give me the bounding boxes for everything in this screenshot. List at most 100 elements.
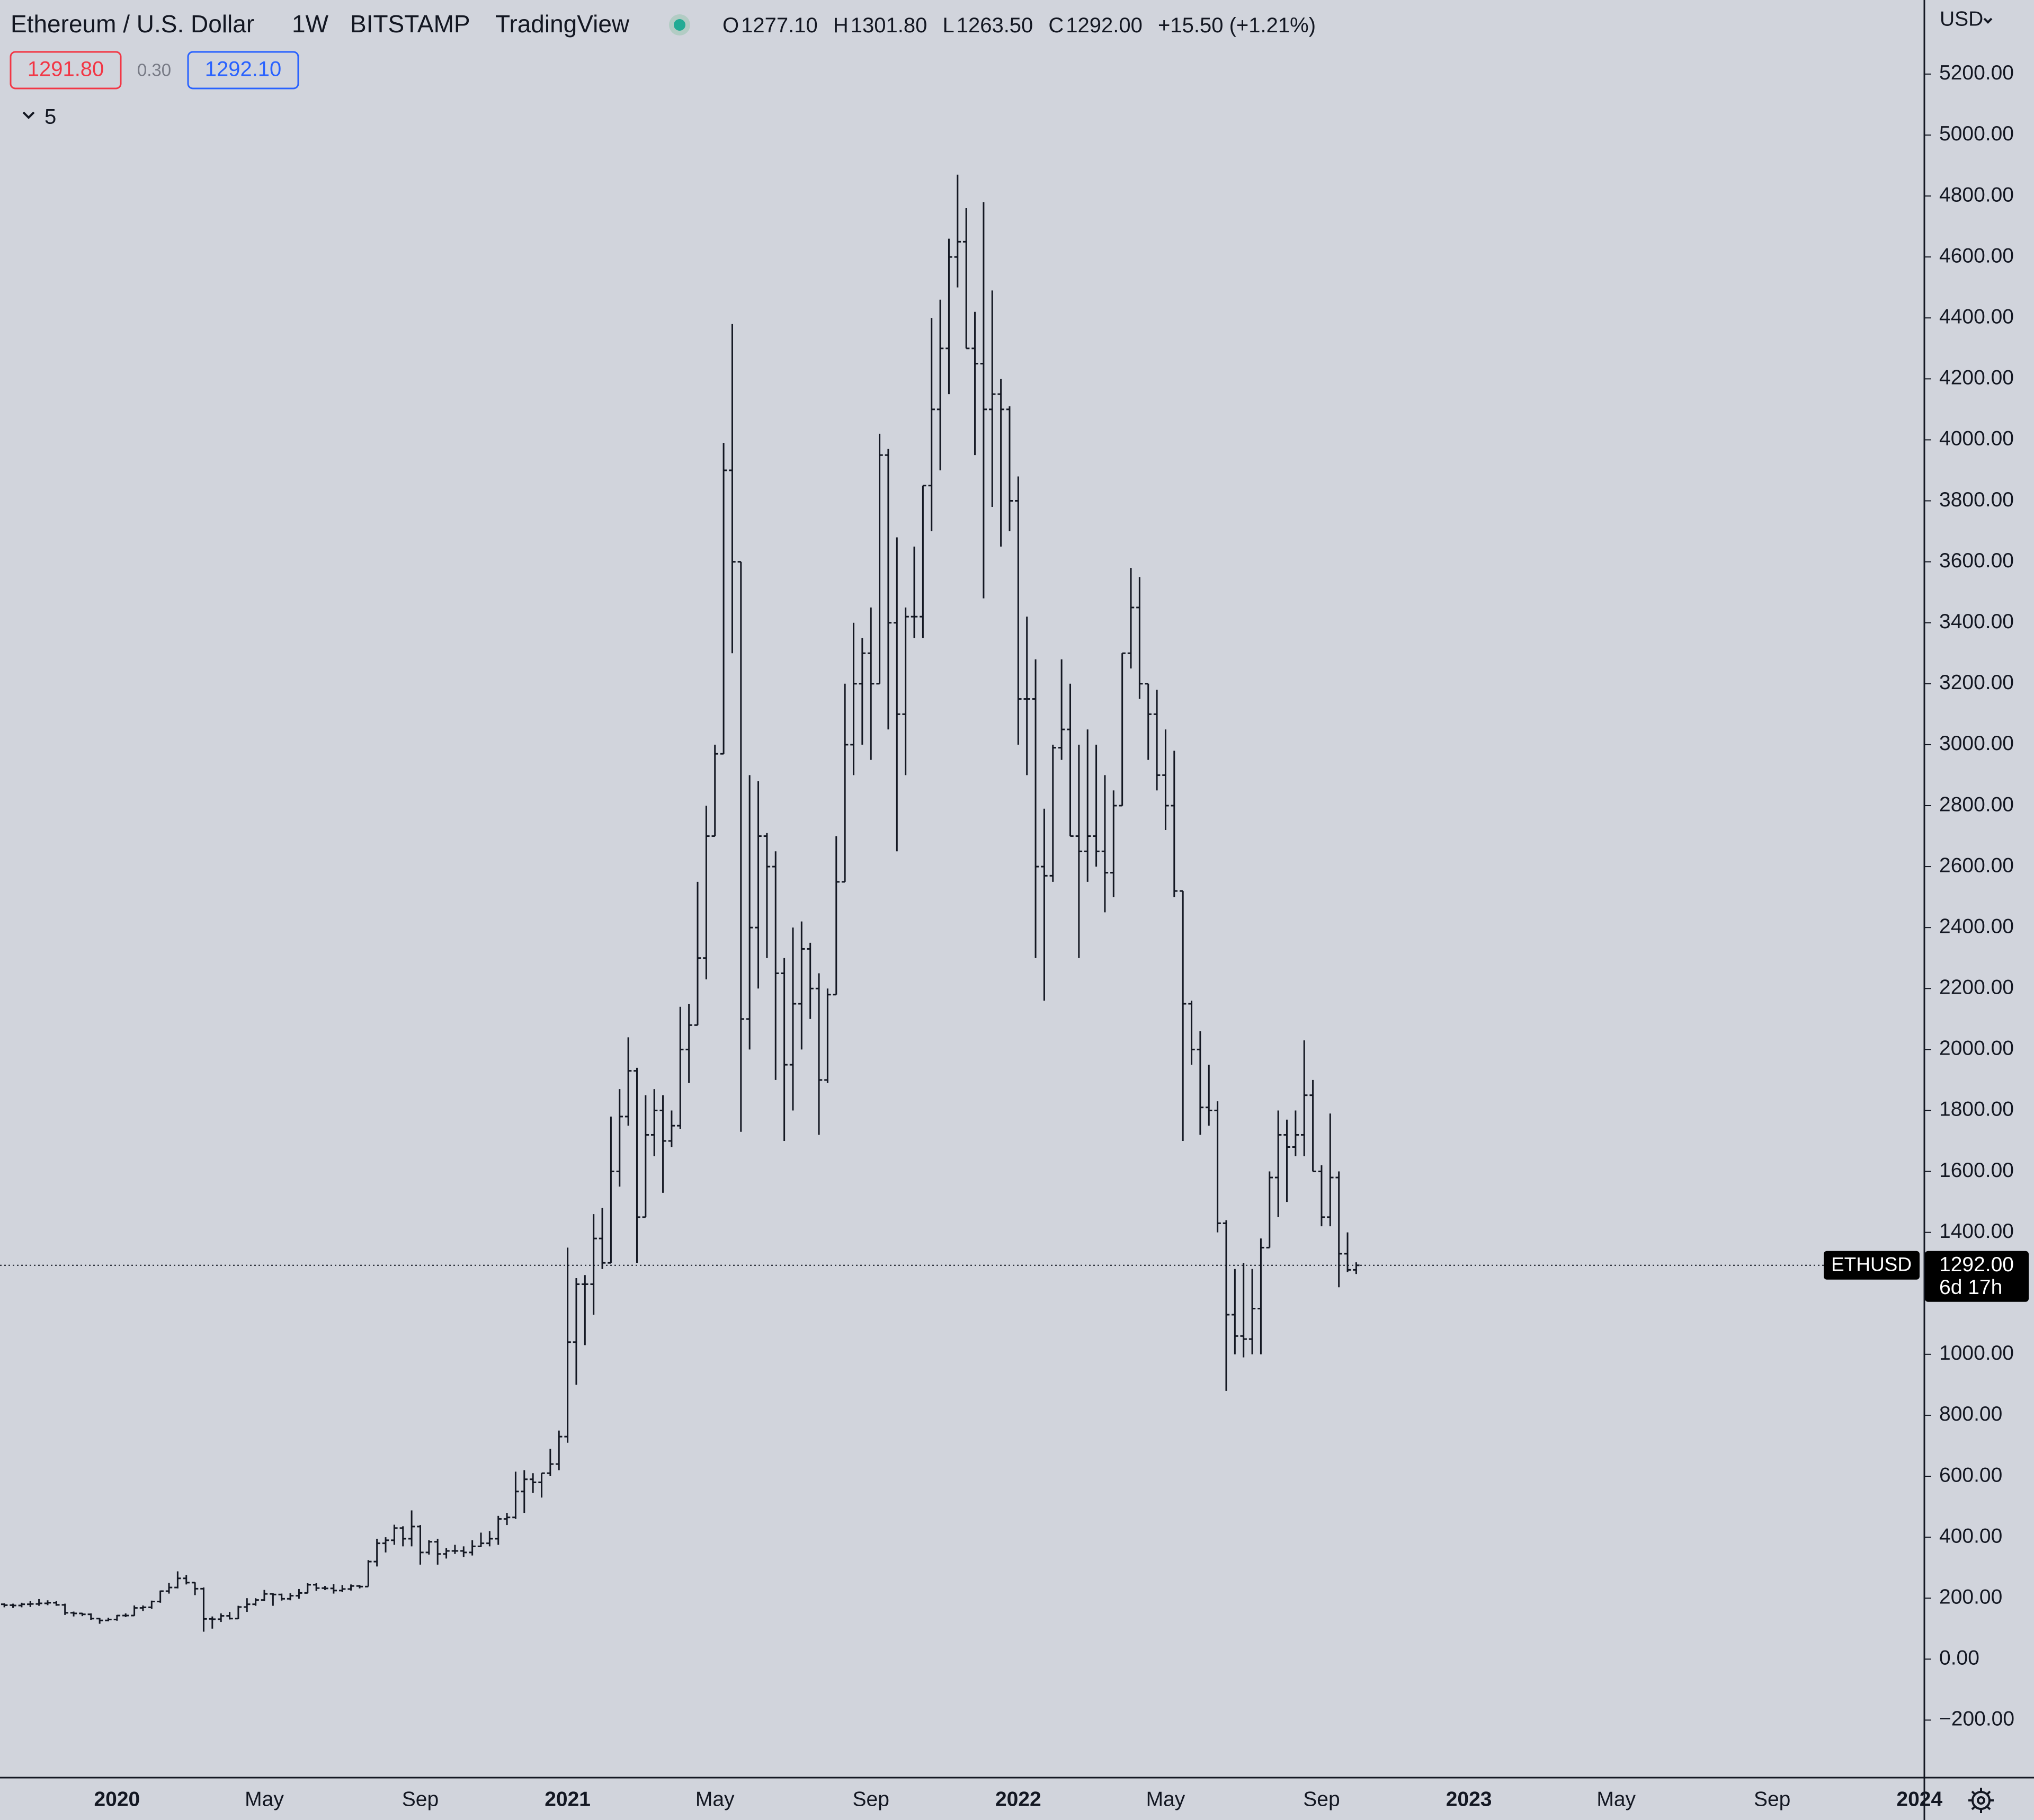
ohlc-bar bbox=[330, 1584, 337, 1594]
ohlc-bar bbox=[270, 1593, 276, 1606]
ohlc-bar bbox=[625, 1037, 632, 1126]
ohlc-bar bbox=[1283, 1119, 1290, 1202]
x-tick-label: May bbox=[1596, 1788, 1636, 1810]
ohlc-bar bbox=[61, 1603, 68, 1615]
ohlc-bar bbox=[113, 1614, 121, 1621]
ohlc-bar bbox=[1188, 1001, 1195, 1065]
ohlc-bar bbox=[1318, 1165, 1325, 1227]
ohlc-bar bbox=[261, 1590, 268, 1601]
ohlc-bar bbox=[217, 1613, 225, 1622]
ohlc-value: 1301.80 bbox=[851, 14, 927, 37]
x-tick-label: 2020 bbox=[94, 1788, 140, 1810]
source: TradingView bbox=[495, 10, 630, 38]
ohlc-bar bbox=[590, 1214, 597, 1315]
ohlc-value: 1277.10 bbox=[741, 14, 818, 37]
ohlc-bar bbox=[798, 921, 805, 1050]
ohlc-bar bbox=[815, 973, 823, 1135]
ohlc-bar bbox=[209, 1616, 216, 1629]
ohlc-bar bbox=[122, 1613, 129, 1617]
ohlc-bar bbox=[582, 1275, 588, 1345]
ohlc-bar bbox=[1067, 683, 1074, 837]
y-tick-label: 4200.00 bbox=[1939, 367, 2014, 389]
settings-gear[interactable] bbox=[1968, 1788, 1994, 1813]
ohlc-bar bbox=[928, 318, 935, 532]
x-tick-label: May bbox=[1146, 1788, 1185, 1810]
ohlc-key: C bbox=[1048, 14, 1064, 37]
ohlc-bar bbox=[1292, 1110, 1299, 1156]
ohlc-bar bbox=[356, 1585, 363, 1589]
symbol-tag: ETHUSD bbox=[1831, 1254, 1912, 1275]
ask-box[interactable] bbox=[187, 51, 299, 90]
y-tick-label: 200.00 bbox=[1939, 1585, 2002, 1608]
ohlc-bar bbox=[339, 1585, 346, 1592]
ohlc-bar bbox=[599, 1208, 606, 1269]
ohlc-bar bbox=[322, 1586, 328, 1590]
ohlc-bar bbox=[105, 1618, 112, 1621]
interval[interactable]: 1W bbox=[292, 10, 329, 38]
ohlc-bar bbox=[87, 1613, 95, 1620]
ohlc-bar bbox=[1197, 1031, 1204, 1135]
ohlc-bar bbox=[296, 1589, 302, 1599]
ohlc-bar bbox=[1093, 744, 1100, 867]
currency[interactable]: USD bbox=[1940, 7, 1983, 30]
ohlc-value: 1292.00 bbox=[1066, 14, 1143, 37]
ohlc-bar bbox=[304, 1583, 311, 1594]
ohlc-bar bbox=[226, 1612, 233, 1620]
ohlc-bar bbox=[720, 443, 727, 755]
ohlc-bar bbox=[642, 1095, 649, 1218]
change: +15.50 (+1.21%) bbox=[1158, 14, 1316, 37]
ohlc-bar bbox=[980, 202, 987, 599]
ohlc-bar bbox=[521, 1470, 528, 1513]
ohlc-bar bbox=[971, 311, 978, 456]
ohlc-bar bbox=[503, 1513, 511, 1525]
ohlc-bar bbox=[408, 1510, 415, 1547]
ohlc-bar bbox=[1327, 1113, 1334, 1227]
ohlc-bar bbox=[131, 1605, 138, 1617]
ohlc-bar bbox=[573, 1278, 580, 1385]
y-tick-label: 3400.00 bbox=[1939, 610, 2014, 633]
ohlc-bar bbox=[989, 290, 996, 507]
ohlc-bar bbox=[157, 1590, 164, 1603]
y-tick-label: 4600.00 bbox=[1939, 244, 2014, 267]
ohlc-bar bbox=[763, 833, 771, 958]
ohlc-bar bbox=[685, 1004, 692, 1083]
y-tick-label: 800.00 bbox=[1939, 1403, 2002, 1425]
ohlc-bar bbox=[833, 836, 840, 996]
x-tick-label: Sep bbox=[1303, 1788, 1340, 1810]
exchange: BITSTAMP bbox=[350, 10, 470, 38]
ohlc-bar bbox=[755, 781, 762, 989]
y-tick-label: 2600.00 bbox=[1939, 854, 2014, 877]
ohlc-bar bbox=[1006, 406, 1013, 532]
x-tick-label: 2024 bbox=[1896, 1788, 1942, 1810]
ohlc-bar bbox=[538, 1472, 545, 1498]
ohlc-bar bbox=[1274, 1110, 1282, 1217]
bid-box[interactable] bbox=[10, 51, 122, 90]
spread: 0.30 bbox=[137, 60, 171, 80]
ohlc-bar bbox=[936, 299, 944, 470]
ohlc-bar bbox=[616, 1089, 623, 1187]
ohlc-bar bbox=[547, 1449, 554, 1477]
ohlc-bar bbox=[608, 1116, 614, 1264]
y-tick-label: 4800.00 bbox=[1939, 183, 2014, 206]
ohlc-bar bbox=[1, 1603, 8, 1608]
ohlc-bar bbox=[278, 1593, 285, 1601]
ohlc-bar bbox=[1153, 690, 1161, 791]
ohlc-bar bbox=[174, 1571, 181, 1589]
symbol-title[interactable]: Ethereum / U.S. Dollar bbox=[11, 10, 254, 38]
ohlc-bar bbox=[1075, 744, 1083, 958]
indicator-toggle[interactable] bbox=[22, 111, 35, 119]
y-tick-label: 600.00 bbox=[1939, 1464, 2002, 1486]
ohlc-bar bbox=[1023, 617, 1030, 775]
y-tick-label: 2800.00 bbox=[1939, 793, 2014, 816]
ohlc-bar bbox=[373, 1538, 380, 1567]
ohlc-bar bbox=[460, 1546, 467, 1557]
currency-chevron bbox=[1983, 17, 1993, 24]
y-tick-label: 1600.00 bbox=[1939, 1159, 2014, 1182]
ohlc-bar bbox=[1206, 1065, 1212, 1126]
ohlc-bar bbox=[1240, 1263, 1247, 1358]
ohlc-bar bbox=[53, 1601, 60, 1606]
y-tick-label: 3200.00 bbox=[1939, 671, 2014, 694]
ohlc-bar bbox=[495, 1515, 502, 1545]
ohlc-bar bbox=[1032, 659, 1039, 958]
